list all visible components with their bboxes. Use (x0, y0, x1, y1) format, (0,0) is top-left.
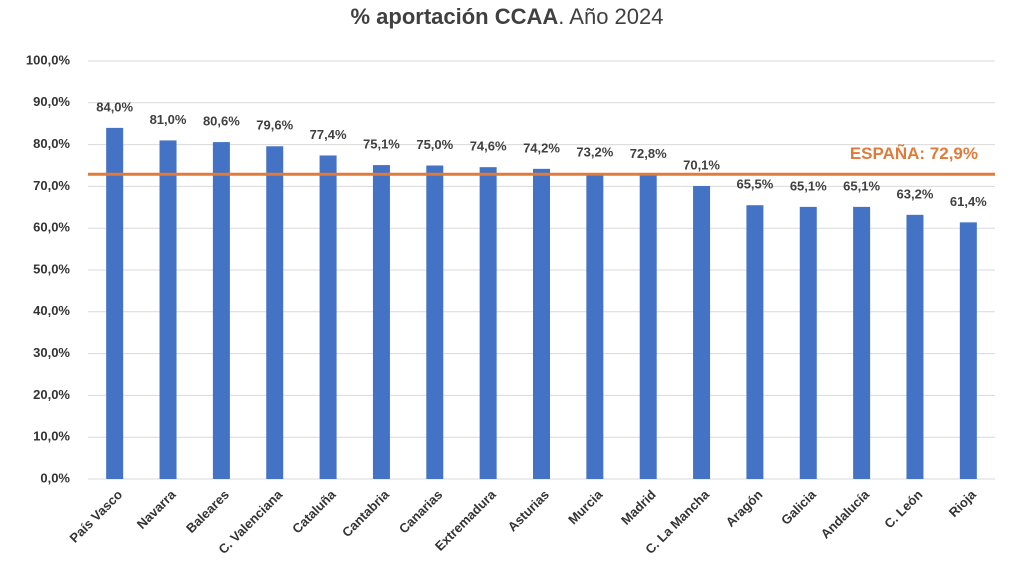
bar (799, 206, 817, 479)
bar (586, 173, 604, 480)
title-normal: . Año 2024 (558, 4, 663, 29)
x-tick-label: Madrid (618, 487, 659, 528)
y-tick-label: 60,0% (33, 220, 70, 235)
x-tick-label: Rioja (946, 486, 980, 520)
x-tick-label: Murcia (565, 486, 606, 527)
y-tick-label: 30,0% (33, 345, 70, 360)
x-tick-label: Cataluña (289, 486, 339, 536)
value-label: 65,1% (790, 178, 827, 193)
x-tick-label: País Vasco (67, 487, 126, 546)
bar (212, 142, 230, 480)
x-tick-label: Galicia (778, 486, 819, 527)
value-label: 84,0% (96, 99, 133, 114)
bar (479, 167, 497, 479)
bar (746, 205, 764, 479)
bar (693, 185, 711, 479)
bar (906, 214, 924, 479)
value-label: 79,6% (256, 118, 293, 133)
value-label: 74,2% (523, 140, 560, 155)
x-tick-label: Navarra (134, 486, 179, 531)
bar (639, 174, 657, 480)
value-label: 80,6% (203, 114, 240, 129)
title-bold: % aportación CCAA (350, 4, 558, 29)
value-label: 73,2% (576, 144, 613, 159)
y-tick-label: 10,0% (33, 429, 70, 444)
x-tick-label: Canarias (396, 487, 445, 536)
value-label: 75,1% (363, 137, 400, 152)
bar (159, 140, 177, 480)
value-label: 72,8% (630, 146, 667, 161)
y-tick-label: 0,0% (40, 470, 70, 485)
y-tick-label: 90,0% (33, 94, 70, 109)
value-label: 65,5% (736, 177, 773, 192)
bar (266, 146, 284, 479)
value-label: 65,1% (843, 178, 880, 193)
bar (533, 168, 550, 479)
x-tick-label: Asturias (505, 487, 552, 534)
y-tick-label: 50,0% (33, 261, 70, 276)
reference-label: ESPAÑA: 72,9% (850, 143, 978, 163)
bar (426, 165, 444, 479)
x-tick-label: Andalucía (818, 486, 873, 541)
value-label: 77,4% (310, 127, 347, 142)
bar (959, 222, 977, 479)
bar (372, 165, 390, 479)
value-label: 75,0% (416, 137, 453, 152)
bar (106, 127, 124, 479)
value-label: 61,4% (950, 194, 987, 209)
chart-title: % aportación CCAA. Año 2024 (350, 4, 663, 29)
y-tick-label: 80,0% (33, 136, 70, 151)
y-tick-label: 40,0% (33, 303, 70, 318)
value-label: 74,6% (470, 139, 507, 154)
y-tick-label: 70,0% (33, 178, 70, 193)
bar (853, 206, 871, 479)
y-tick-label: 20,0% (33, 387, 70, 402)
x-tick-label: Cantabria (339, 486, 393, 540)
value-label: 63,2% (897, 186, 934, 201)
x-tick-label: Aragón (723, 487, 766, 530)
value-label: 70,1% (683, 157, 720, 172)
value-label: 81,0% (150, 112, 187, 127)
y-tick-label: 100,0% (26, 52, 71, 67)
bar (319, 155, 337, 479)
x-tick-label: Baleares (183, 487, 232, 536)
x-tick-label: C. León (881, 487, 925, 531)
